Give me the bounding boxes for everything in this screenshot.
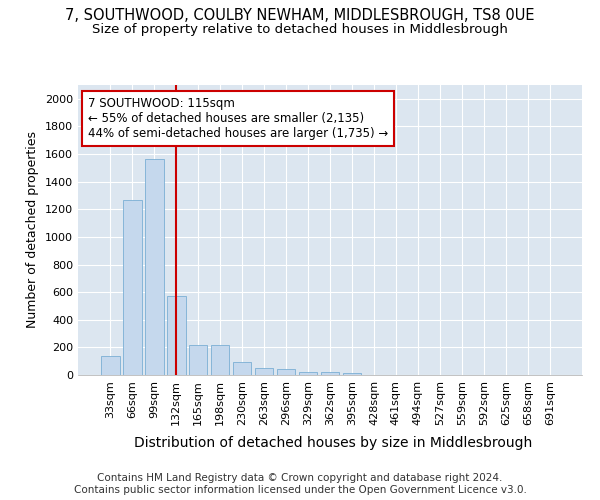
Bar	[343, 373, 361, 375]
Text: Contains HM Land Registry data © Crown copyright and database right 2024.
Contai: Contains HM Land Registry data © Crown c…	[74, 474, 526, 495]
Y-axis label: Number of detached properties: Number of detached properties	[26, 132, 40, 328]
Text: 7, SOUTHWOOD, COULBY NEWHAM, MIDDLESBROUGH, TS8 0UE: 7, SOUTHWOOD, COULBY NEWHAM, MIDDLESBROU…	[65, 8, 535, 22]
Bar	[255, 368, 274, 375]
Text: Distribution of detached houses by size in Middlesbrough: Distribution of detached houses by size …	[134, 436, 532, 450]
Bar	[189, 346, 208, 375]
Bar	[299, 372, 317, 375]
Text: Size of property relative to detached houses in Middlesbrough: Size of property relative to detached ho…	[92, 22, 508, 36]
Bar	[167, 296, 185, 375]
Bar	[233, 362, 251, 375]
Bar	[320, 372, 340, 375]
Bar	[101, 356, 119, 375]
Text: 7 SOUTHWOOD: 115sqm
← 55% of detached houses are smaller (2,135)
44% of semi-det: 7 SOUTHWOOD: 115sqm ← 55% of detached ho…	[88, 96, 388, 140]
Bar	[123, 200, 142, 375]
Bar	[145, 159, 164, 375]
Bar	[277, 370, 295, 375]
Bar	[211, 346, 229, 375]
